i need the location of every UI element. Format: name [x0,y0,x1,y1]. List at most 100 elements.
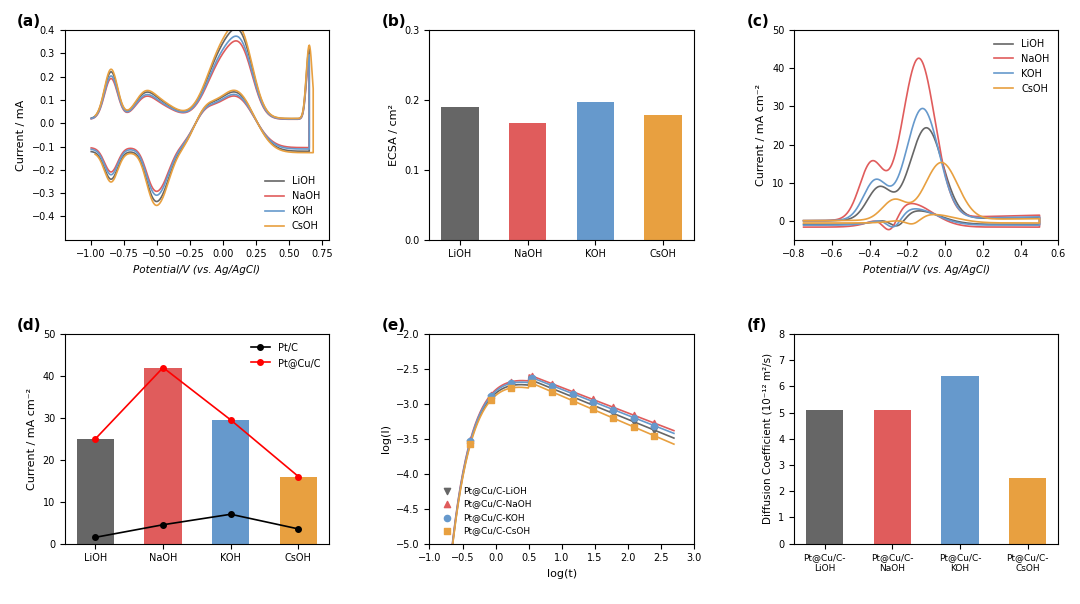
Pt@Cu/C-LiOH [442,564,459,574]
NaOH [256,127,269,134]
Text: (a): (a) [17,14,41,29]
NaOH [892,212,905,219]
Pt@Cu/C-KOH [502,379,519,388]
Line: LiOH: LiOH [804,128,1040,226]
LiOH [84,148,97,155]
Pt@Cu/C-LiOH [482,393,499,403]
CsOH [988,215,1001,222]
CsOH [797,219,810,226]
LiOH [920,124,933,132]
Pt@Cu/C-LiOH [625,417,643,426]
Pt@Cu/C-NaOH [605,402,622,412]
CsOH [945,213,958,220]
Pt/C [292,525,305,533]
LiOH [150,198,163,205]
Text: (f): (f) [746,318,767,333]
KOH [797,222,810,229]
CsOH [230,20,243,27]
Legend: Pt/C, Pt@Cu/C: Pt/C, Pt@Cu/C [246,339,324,371]
CsOH [271,145,284,152]
Pt@Cu/C-KOH [584,397,602,406]
Bar [645,115,681,240]
Pt@Cu/C-KOH [442,562,459,572]
Pt@Cu/C-KOH [482,391,499,401]
Pt@Cu/C-CsOH [625,422,643,432]
NaOH [1005,212,1018,219]
NaOH [901,201,914,208]
LiOH [890,222,903,230]
KOH [84,146,97,153]
Pt/C [89,534,102,541]
CsOH [846,217,859,224]
CsOH [89,112,102,120]
CsOH [905,220,918,228]
Y-axis label: Diffusion Coefficient (10⁻¹² m²/s): Diffusion Coefficient (10⁻¹² m²/s) [762,353,772,524]
Y-axis label: Current / mA cm⁻²: Current / mA cm⁻² [27,388,37,490]
Line: Pt@Cu/C: Pt@Cu/C [93,365,301,480]
KOH [797,217,810,224]
NaOH [882,226,895,233]
NaOH [84,115,97,123]
Pt@Cu/C-LiOH [462,438,480,448]
CsOH [900,219,913,226]
Pt/C [157,521,170,528]
Y-axis label: Current / mA: Current / mA [16,99,26,170]
KOH [145,184,158,191]
LiOH [243,103,256,111]
Pt@Cu/C-KOH [605,405,622,414]
LiOH [797,220,810,228]
LiOH [797,217,810,224]
Y-axis label: log(I): log(I) [380,425,391,454]
Pt@Cu/C-KOH [646,421,663,431]
Y-axis label: ECSA / cm²: ECSA / cm² [389,104,399,166]
Pt@Cu/C-CsOH [584,405,602,414]
Bar [806,410,843,544]
Bar [1009,478,1047,544]
Line: NaOH: NaOH [91,41,309,191]
Pt@Cu/C-KOH [564,389,581,399]
KOH [945,217,958,225]
Legend: LiOH, NaOH, KOH, CsOH: LiOH, NaOH, KOH, CsOH [990,35,1053,97]
Bar [942,376,978,544]
Bar [145,368,181,544]
KOH [988,214,1001,221]
Text: (b): (b) [382,14,406,29]
LiOH [256,127,269,135]
X-axis label: log(t): log(t) [546,569,577,579]
KOH [190,118,203,126]
KOH [916,105,929,112]
Pt@Cu/C-KOH [543,381,561,390]
Line: NaOH: NaOH [804,58,1040,230]
LiOH [190,118,203,126]
Pt@Cu/C [292,473,305,480]
NaOH [84,144,97,152]
Pt@Cu/C [225,416,238,423]
NaOH [230,37,243,45]
Pt@Cu/C-LiOH [646,425,663,435]
LiOH [901,213,914,220]
LiOH [84,115,97,122]
Pt@Cu/C [157,364,170,371]
Pt@Cu/C-LiOH [564,392,581,402]
CsOH [116,100,129,107]
Line: Pt/C: Pt/C [93,512,301,540]
Pt@Cu/C-NaOH [482,390,499,400]
Bar [577,102,615,240]
Pt@Cu/C-NaOH [502,377,519,387]
Pt@Cu/C [89,435,102,443]
Pt@Cu/C-KOH [625,413,643,422]
NaOH [267,138,280,146]
KOH [267,140,280,147]
Pt@Cu/C-NaOH [543,379,561,388]
NaOH [945,219,958,226]
LiOH [1005,214,1018,222]
NaOH [913,54,926,62]
Y-axis label: Current / mA cm⁻²: Current / mA cm⁻² [756,84,767,186]
Pt@Cu/C-CsOH [646,431,663,440]
LiOH [988,214,1001,222]
Pt@Cu/C-NaOH [646,418,663,428]
X-axis label: Potential/V (vs. Ag/AgCl): Potential/V (vs. Ag/AgCl) [863,265,989,275]
Bar [280,477,318,544]
Pt@Cu/C-LiOH [543,384,561,393]
KOH [243,104,256,112]
